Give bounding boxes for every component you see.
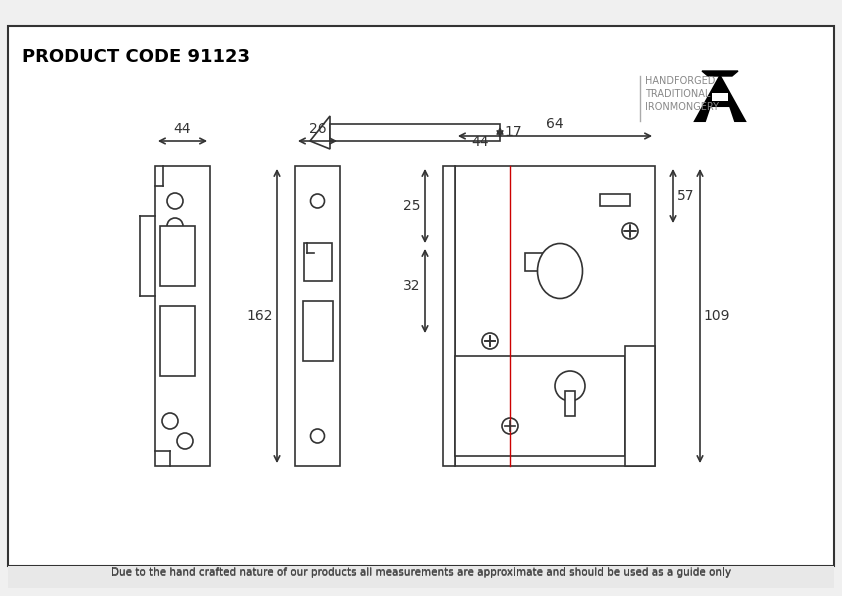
Bar [330,124,500,141]
Text: PRODUCT CODE 91123: PRODUCT CODE 91123 [22,48,250,66]
Bar [295,166,340,466]
Circle shape [311,429,324,443]
Bar [160,226,195,286]
Bar [160,306,195,376]
Text: Due to the hand crafted nature of our products all measurements are approximate : Due to the hand crafted nature of our pr… [111,567,731,577]
Bar [443,166,455,466]
Text: 26: 26 [309,122,327,136]
Bar [8,566,834,588]
Circle shape [177,433,193,449]
Text: HANDFORGED: HANDFORGED [645,76,716,86]
Circle shape [167,193,183,209]
Text: Due to the hand crafted nature of our products all measurements are approximate : Due to the hand crafted nature of our pr… [111,568,731,578]
Circle shape [482,333,498,349]
Circle shape [167,218,183,234]
Text: 44: 44 [472,135,488,149]
Circle shape [622,223,638,239]
Text: 162: 162 [247,309,273,323]
Bar [525,253,543,271]
Polygon shape [310,116,330,149]
Bar [600,194,630,206]
Circle shape [555,371,585,401]
Ellipse shape [537,244,583,299]
Text: 57: 57 [677,189,695,203]
Circle shape [311,194,324,208]
Polygon shape [702,71,738,76]
Bar [455,356,625,456]
Polygon shape [695,76,745,121]
Circle shape [162,413,178,429]
Text: 32: 32 [402,279,420,293]
Text: 109: 109 [703,309,729,323]
Bar [303,243,332,281]
Circle shape [502,418,518,434]
Text: 44: 44 [173,122,191,136]
Text: 17: 17 [504,126,522,139]
Text: IRONMONGERY: IRONMONGERY [645,102,719,112]
Bar [565,391,575,416]
Text: 25: 25 [402,199,420,213]
Bar [625,346,655,466]
Bar [712,93,728,101]
Bar [302,301,333,361]
Bar [155,166,210,466]
Text: TRADITIONAL: TRADITIONAL [645,89,711,99]
Text: 64: 64 [546,117,564,131]
Bar [455,166,655,466]
